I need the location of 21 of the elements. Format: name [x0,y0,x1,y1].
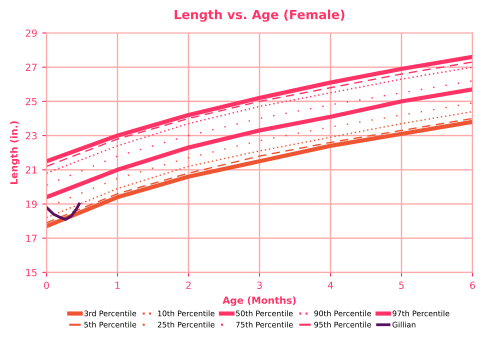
y-tick-label: 27 [26,64,37,71]
y-tick-label: 19 [26,200,37,208]
line-series [46,80,472,186]
line-series [46,87,472,200]
x-tick-label: 3 [257,282,262,289]
y-tick-label: 29 [26,29,37,37]
y-tick-label: 23 [26,132,37,140]
chart-title: Length vs. Age (Female) [174,10,344,22]
x-tick-label: 2 [186,282,191,289]
y-axis-title: Length (in.) [10,121,20,184]
x-tick-label: 0 [44,282,49,289]
y-tick-label: 21 [26,166,37,174]
y-tick-label: 25 [26,98,37,106]
y-tick-label: 15 [26,269,37,276]
x-tick-label: 4 [328,282,334,289]
x-tick-label: 6 [470,282,475,289]
x-tick-label: 1 [115,282,120,289]
x-axis-title: Age (Months) [222,296,296,306]
line-series [46,202,81,221]
x-tick-label: 5 [399,282,404,289]
y-tick-label: 17 [26,234,37,242]
